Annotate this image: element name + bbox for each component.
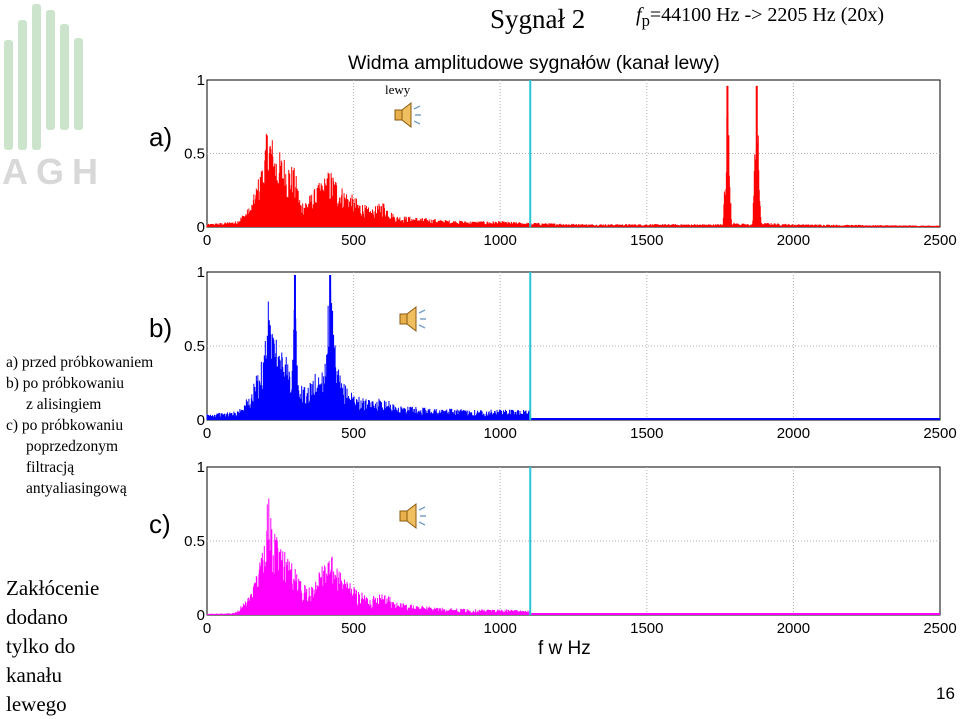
speaker-label: lewy: [385, 82, 411, 97]
note-line: lewego: [6, 692, 67, 716]
x-axis-label: f w Hz: [538, 638, 591, 659]
legend-line: a) przed próbkowaniem: [6, 354, 154, 371]
x-tick-label: 2000: [777, 232, 810, 249]
panel-letter-b: b): [149, 313, 173, 343]
x-tick-label: 500: [341, 620, 366, 637]
x-tick-label: 2000: [777, 620, 810, 637]
legend-line: antyaliasingową: [26, 480, 127, 497]
legend-line: b) po próbkowaniu: [6, 375, 124, 392]
fp-subscript: p: [641, 11, 650, 30]
logo-text: AGH: [2, 151, 106, 192]
panel-letter-c: c): [149, 509, 171, 539]
series-line: [206, 290, 531, 420]
sampling-rate-label: fp=44100 Hz -> 2205 Hz (20x): [636, 4, 884, 31]
panel-letter-a: a): [149, 122, 173, 152]
x-tick-label: 2000: [777, 425, 810, 442]
x-tick-label: 0: [203, 232, 211, 249]
x-tick-label: 2500: [923, 232, 956, 249]
speaker-icon[interactable]: [397, 501, 427, 531]
series-line: [206, 111, 941, 227]
y-tick-label: 0: [197, 412, 205, 429]
note-line: kanału: [6, 663, 62, 687]
speaker-icon[interactable]: [397, 304, 427, 334]
y-tick-label: 0: [197, 219, 205, 236]
x-tick-label: 1000: [484, 232, 517, 249]
chart-title: Widma amplitudowe sygnałów (kanał lewy): [348, 52, 720, 74]
note: Zakłócenie dodano tylko do kanału lewego: [6, 574, 99, 719]
legend-line: filtracją: [26, 459, 75, 476]
note-line: tylko do: [6, 634, 76, 658]
y-tick-label: 0: [197, 607, 205, 624]
y-tick-label: 0.5: [184, 533, 205, 550]
fp-symbol: f: [636, 4, 642, 26]
legend-line: poprzedzonym: [26, 438, 119, 455]
x-tick-label: 1000: [484, 425, 517, 442]
x-tick-label: 1500: [630, 620, 663, 637]
note-line: dodano: [6, 605, 68, 629]
y-tick-label: 1: [197, 264, 205, 281]
legend-line: c) po próbkowaniu: [6, 417, 124, 434]
series-line: [206, 498, 531, 615]
slide-title: Sygnał 2: [490, 4, 586, 34]
page-number: 16: [936, 684, 955, 703]
x-tick-label: 500: [341, 232, 366, 249]
y-tick-label: 0.5: [184, 146, 205, 163]
x-tick-label: 2500: [923, 620, 956, 637]
y-tick-label: 1: [197, 459, 205, 476]
y-tick-label: 0.5: [184, 338, 205, 355]
x-tick-label: 1500: [630, 425, 663, 442]
fp-text: =44100 Hz -> 2205 Hz (20x): [649, 4, 885, 26]
x-tick-label: 0: [203, 425, 211, 442]
x-tick-label: 1000: [484, 620, 517, 637]
x-tick-label: 500: [341, 425, 366, 442]
note-line: Zakłócenie: [6, 576, 100, 600]
agh-logo: AGH: [2, 4, 106, 192]
y-tick-label: 1: [197, 72, 205, 89]
speaker-icon[interactable]: [392, 100, 422, 130]
x-tick-label: 1500: [630, 232, 663, 249]
x-tick-label: 0: [203, 620, 211, 637]
panel-legend: a) przed próbkowaniem b) po próbkowaniu …: [6, 352, 153, 499]
x-tick-label: 2500: [923, 425, 956, 442]
legend-line: z alisingiem: [26, 396, 102, 413]
